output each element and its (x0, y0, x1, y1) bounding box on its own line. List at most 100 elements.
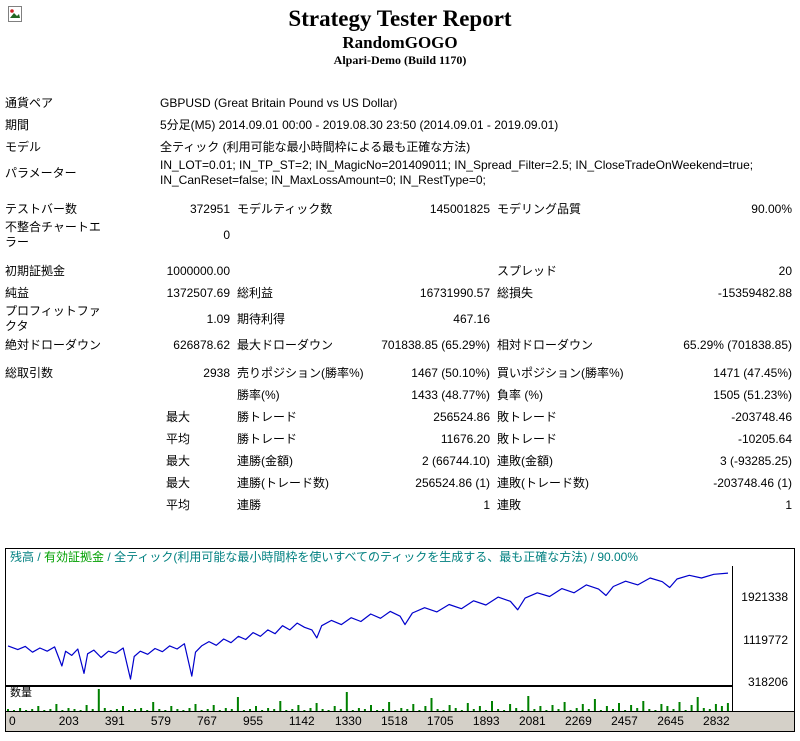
stat-row: テストバー数 372951 モデルティック数 145001825 モデリング品質… (0, 198, 800, 220)
stat-prefix: 平均 (166, 497, 191, 512)
stat-label: 勝トレード (237, 431, 298, 446)
volume-bar (236, 697, 239, 711)
volume-bar (37, 706, 40, 711)
volume-bar (575, 708, 578, 711)
volume-bar (242, 710, 245, 711)
stat-label: 連敗 (497, 497, 522, 512)
stat-value: 256524.86 (1) (415, 475, 490, 490)
x-axis: 0 203 391 579 767 955 1142 1330 1518 1705 1893 2081… (6, 711, 794, 731)
stat-value: 65.29% (701838.85) (683, 337, 792, 352)
stat-prefix: 最大 (166, 453, 191, 468)
volume-bar (285, 710, 288, 711)
volume-bar (194, 704, 197, 711)
volume-bar (31, 709, 34, 711)
volume-bar (678, 702, 681, 711)
volume-bar (726, 703, 729, 711)
stat-label: 敗トレード (497, 431, 558, 446)
x-axis-label: 2645 (657, 714, 684, 728)
volume-bar (170, 706, 173, 711)
report-table: 通貨ペア GBPUSD (Great Britain Pound vs US D… (0, 92, 800, 516)
stat-label: モデルティック数 (237, 201, 333, 216)
x-axis-label: 579 (150, 714, 171, 728)
x-axis-label: 1142 (288, 714, 315, 728)
info-row-period: 期間 5分足(M5) 2014.09.01 00:00 - 2019.08.30… (0, 114, 800, 136)
stat-row: 平均 連勝 1 連敗 1 (0, 494, 800, 516)
expert-name: RandomGOGO (342, 33, 458, 52)
volume-bar (484, 710, 487, 711)
volume-bar (200, 710, 203, 711)
volume-bar (315, 703, 318, 711)
volume-bar (224, 708, 227, 711)
legend-quality: 90.00% (597, 550, 639, 564)
stat-value: 0 (223, 227, 230, 242)
volume-bar (19, 708, 22, 711)
stat-label: 連敗(トレード数) (497, 475, 589, 490)
volume-label: 数量 (10, 687, 32, 699)
stat-label: 不整合チャートエラー (5, 220, 101, 249)
y-axis-label: 1119772 (743, 633, 788, 647)
volume-bar (460, 710, 463, 711)
stat-row: 最大 連勝(トレード数) 256524.86 (1) 連敗(トレード数) -20… (0, 472, 800, 494)
info-label: 期間 (5, 117, 30, 132)
x-axis-label: 1518 (381, 714, 408, 728)
volume-bar (103, 708, 106, 711)
graph-legend: 残高 / 有効証拠金 / 全ティック(利用可能な最小時間枠を使いすべてのティック… (6, 549, 794, 566)
volume-bar (624, 710, 627, 711)
report-header: Strategy Tester Report RandomGOGO Alpari… (0, 0, 800, 68)
volume-bar (291, 709, 294, 711)
volume-bar (230, 709, 233, 711)
volume-bar (545, 710, 548, 711)
stat-value: 3 (-93285.25) (719, 453, 792, 468)
y-axis-label: 1921338 (741, 590, 788, 604)
volume-bar (406, 709, 409, 711)
volume-bar (357, 708, 360, 711)
stat-value: 11676.20 (440, 431, 490, 446)
volume-bar (7, 709, 9, 711)
stat-prefix: 平均 (166, 431, 191, 446)
stat-label: 買いポジション(勝率%) (497, 365, 624, 380)
stat-label: スプレッド (497, 263, 558, 278)
x-axis-label: 1330 (334, 714, 362, 728)
stat-value: 16731990.57 (419, 285, 490, 300)
stat-label: 総取引数 (5, 365, 54, 380)
stat-value: -15359482.88 (717, 285, 792, 300)
stat-prefix: 最大 (166, 409, 191, 424)
volume-bar (696, 697, 699, 711)
volume-bar (569, 710, 572, 711)
x-axis-label: 2269 (565, 714, 592, 728)
pane-separator (6, 685, 732, 687)
volume-bar (466, 703, 469, 711)
balance-line (7, 572, 729, 680)
y-axis: 1921338 1119772 318206 (733, 566, 794, 711)
volume-bar (714, 704, 717, 711)
volume-bar (690, 705, 693, 711)
volume-bar (345, 692, 348, 711)
volume-bar (521, 710, 524, 711)
x-axis-label: 0 (9, 714, 16, 728)
x-axis-label: 1705 (426, 714, 454, 728)
stat-label: 絶対ドローダウン (5, 337, 102, 352)
volume-bar (363, 709, 366, 711)
x-axis-label: 2457 (611, 714, 638, 728)
volume-bar (448, 705, 451, 711)
stat-label: 負率 (%) (497, 387, 543, 402)
stat-value: 1505 (51.23%) (713, 387, 792, 402)
stat-label: プロフィットファクタ (5, 304, 101, 333)
info-value: 全ティック (利用可能な最小時間枠による最も正確な方法) (160, 139, 471, 154)
volume-bar (702, 708, 705, 711)
stat-row: 総取引数 2938 売りポジション(勝率%) 1467 (50.10%) 買いポ… (0, 362, 800, 384)
stat-value: 145001825 (429, 201, 490, 216)
volume-bar (128, 710, 130, 711)
volume-bar (442, 710, 445, 711)
legend-separator: / (34, 550, 45, 564)
volume-bar (708, 709, 711, 711)
stat-label: 敗トレード (497, 409, 558, 424)
stat-value: -10205.64 (737, 431, 792, 446)
volume-bar (418, 710, 421, 711)
stat-label: 初期証拠金 (5, 263, 66, 278)
volume-bar (218, 710, 221, 711)
volume-bar (660, 704, 663, 711)
stat-value: -203748.46 (731, 409, 792, 424)
stat-label: 最大ドローダウン (237, 337, 334, 352)
volume-bar (382, 709, 385, 711)
